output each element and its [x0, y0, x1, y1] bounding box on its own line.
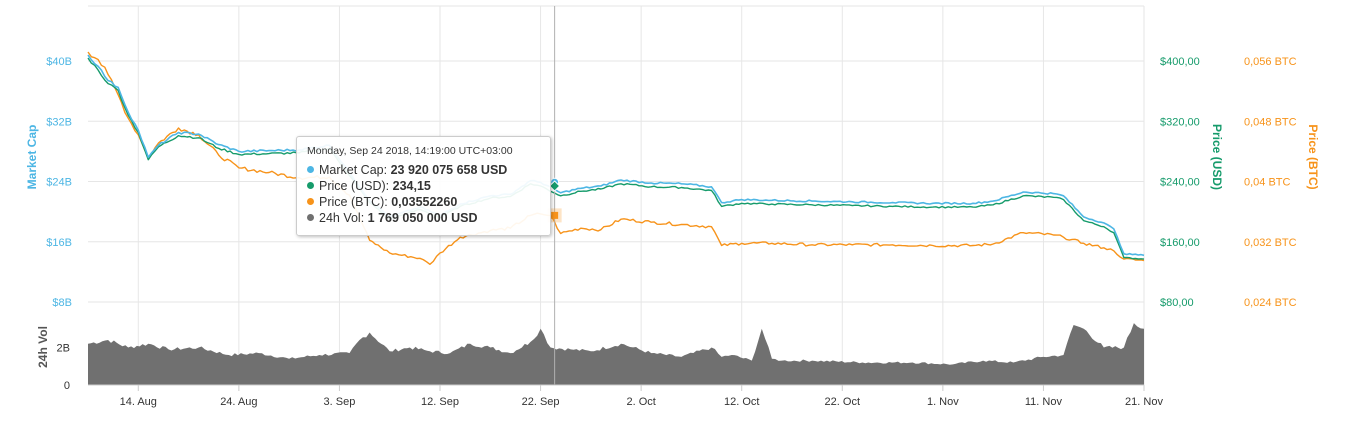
series-24h-vol-area: [88, 323, 1144, 385]
tooltip-row-volume: 24h Vol: 1 769 050 000 USD: [307, 210, 540, 226]
grid: [88, 5, 1145, 385]
series-line-price-btc: [87, 51, 1145, 265]
tooltip: Monday, Sep 24 2018, 14:19:00 UTC+03:00 …: [296, 136, 551, 236]
btc-tick-label: 0,032 BTC: [1244, 237, 1297, 249]
x-tick-label: 11. Nov: [1025, 396, 1063, 408]
usd-axis-title: Price (USD): [1210, 124, 1224, 190]
tooltip-row-market-cap: Market Cap: 23 920 075 658 USD: [307, 162, 540, 178]
left-tick-label: $8B: [52, 297, 72, 309]
left-tick-label: $16B: [46, 237, 72, 249]
x-tick-label: 12. Sep: [421, 396, 459, 408]
x-tick-label: 14. Aug: [120, 396, 157, 408]
btc-axis-title: Price (BTC): [1306, 124, 1320, 189]
usd-tick-label: $160,00: [1160, 237, 1200, 249]
usd-tick-label: $80,00: [1160, 297, 1194, 309]
btc-tick-label: 0,04 BTC: [1244, 177, 1291, 189]
left-tick-label: $32B: [46, 116, 72, 128]
tooltip-row-price-usd: Price (USD): 234,15: [307, 178, 540, 194]
volume-tick-label: 0: [64, 380, 70, 392]
tooltip-value: 0,03552260: [391, 195, 458, 209]
hover-markers: [547, 6, 562, 385]
x-tick-label: 1. Nov: [927, 396, 959, 408]
tooltip-label: Market Cap: [319, 163, 384, 177]
series-lines: [87, 51, 1145, 265]
left-axis-title: Market Cap: [25, 125, 39, 190]
price-btc-dot: [307, 198, 314, 205]
tooltip-value: 234,15: [392, 179, 431, 193]
btc-tick-label: 0,056 BTC: [1244, 56, 1297, 68]
tooltip-label: Price (BTC): [319, 195, 385, 209]
btc-tick-label: 0,048 BTC: [1244, 116, 1297, 128]
tooltip-date: Monday, Sep 24 2018, 14:19:00 UTC+03:00: [307, 145, 513, 157]
btc-tick-label: 0,024 BTC: [1244, 297, 1297, 309]
usd-tick-label: $400,00: [1160, 56, 1200, 68]
left-tick-label: $40B: [46, 56, 72, 68]
price-usd-dot: [307, 182, 314, 189]
x-tick-label: 21. Nov: [1125, 396, 1163, 408]
axes: 14. Aug 24. Aug 3. Sep 12. Sep 22. Sep 2. Oct…: [25, 56, 1320, 408]
price-btc-marker: [551, 211, 559, 219]
volume-dot: [307, 214, 314, 221]
tooltip-label: Price (USD): [319, 179, 386, 193]
tooltip-value: 23 920 075 658 USD: [390, 163, 508, 177]
volume-axis-title: 24h Vol: [36, 326, 50, 368]
usd-tick-label: $320,00: [1160, 116, 1200, 128]
volume-panel: [88, 323, 1144, 385]
left-tick-label: $24B: [46, 177, 72, 189]
usd-tick-label: $240,00: [1160, 177, 1200, 189]
series-line-price-usd: [87, 57, 1145, 260]
tooltip-value: 1 769 050 000 USD: [367, 211, 478, 225]
x-tick-label: 22. Sep: [522, 396, 560, 408]
x-tick-label: 3. Sep: [324, 396, 356, 408]
tooltip-row-price-btc: Price (BTC): 0,03552260: [307, 194, 540, 210]
x-tick-label: 22. Oct: [825, 396, 860, 408]
market-cap-dot: [307, 166, 314, 173]
x-tick-label: 24. Aug: [220, 396, 257, 408]
tooltip-label: 24h Vol: [319, 211, 361, 225]
volume-tick-label: 2B: [57, 343, 70, 355]
x-tick-label: 2. Oct: [626, 396, 655, 408]
price-usd-marker: [548, 180, 561, 192]
series-line-market-cap: [87, 54, 1145, 257]
x-tick-label: 12. Oct: [724, 396, 759, 408]
